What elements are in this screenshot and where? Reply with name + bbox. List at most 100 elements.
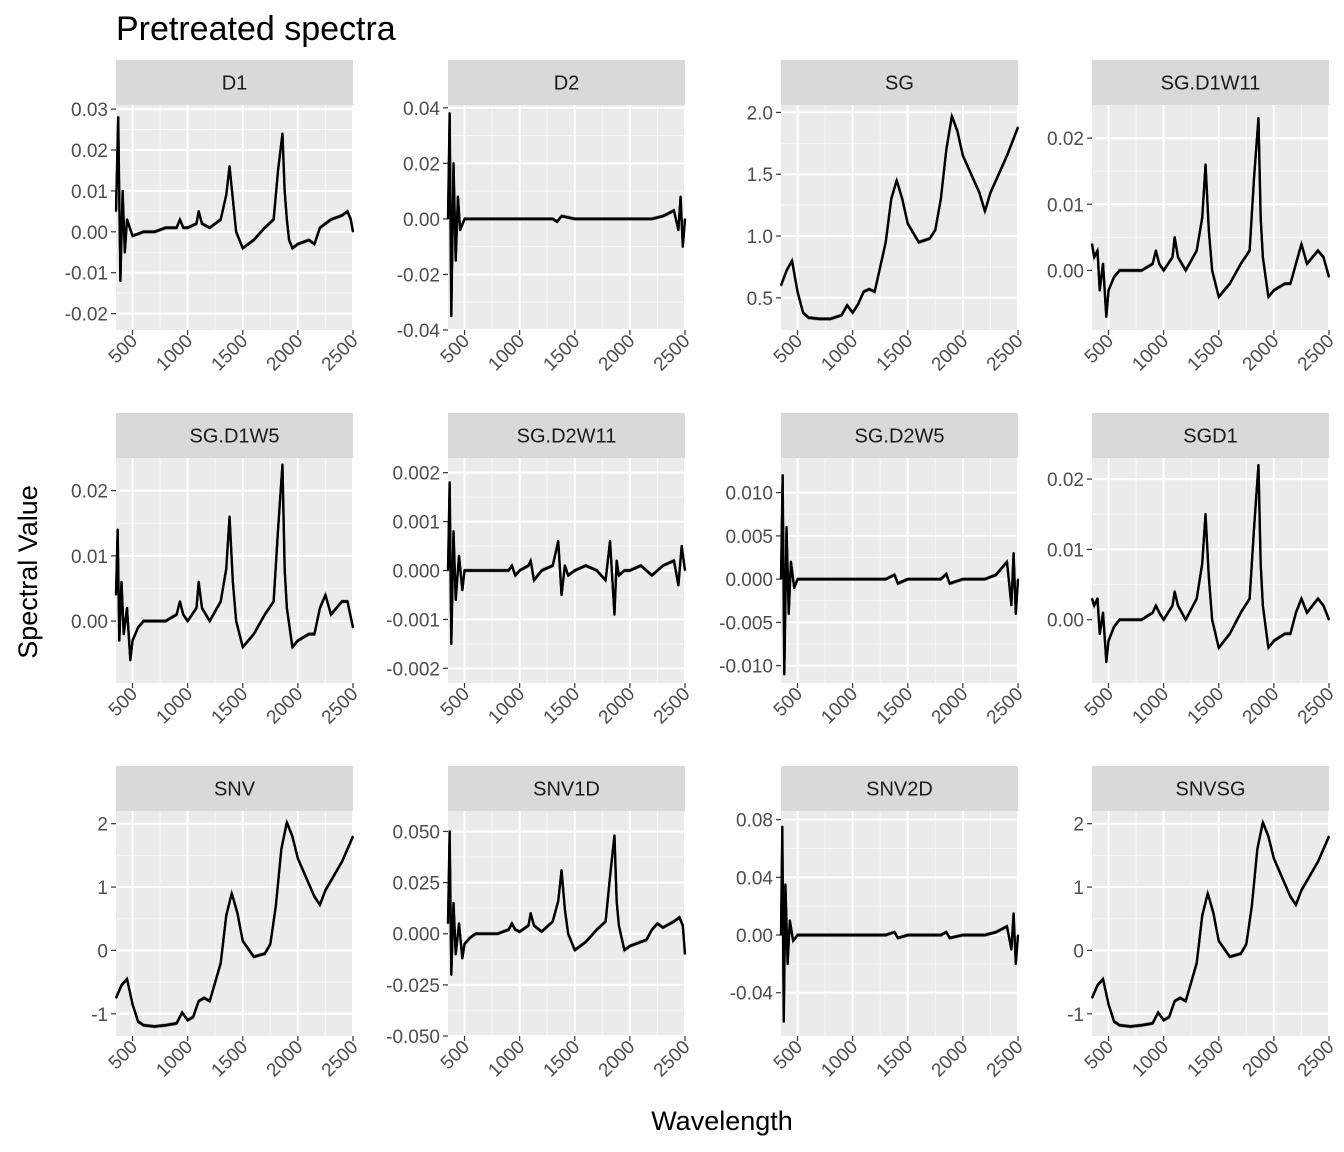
y-tick-label: -1: [91, 1005, 108, 1026]
facet-strip-label: SGD1: [1183, 426, 1237, 448]
y-tick-label: 0.02: [1047, 129, 1084, 150]
series-line: [779, 474, 1020, 676]
series-line: [446, 481, 687, 646]
series-line: [114, 116, 355, 283]
facet-strip-label: SNV1D: [533, 779, 600, 801]
y-tick-label: 0: [97, 941, 108, 962]
panel-background: [781, 105, 1018, 330]
facet-strip: [116, 413, 353, 458]
y-tick-label: 0.00: [71, 612, 108, 633]
facet-strip: [1092, 413, 1329, 458]
y-tick-label: 1: [1073, 878, 1084, 899]
facet-strip: [1092, 60, 1329, 105]
y-tick-label: 0.02: [71, 482, 108, 503]
facet-strip: [116, 766, 353, 811]
y-tick-label: 2: [1073, 815, 1084, 836]
facet-strip: [781, 413, 1018, 458]
y-tick-label: 2: [97, 815, 108, 836]
y-tick-label: 0.02: [403, 154, 440, 175]
y-tick-label: 0.005: [725, 527, 773, 548]
y-tick-label: 0.001: [392, 513, 440, 534]
facet-strip-label: SG.D2W5: [854, 426, 944, 448]
y-tick-label: -0.001: [386, 610, 440, 631]
facet-strip-label: SG.D1W5: [189, 426, 279, 448]
y-tick-label: 0.02: [1047, 470, 1084, 491]
y-tick-label: -0.010: [719, 657, 773, 678]
series-line: [1090, 463, 1331, 664]
y-tick-label: 0.00: [403, 210, 440, 231]
y-tick-label: 0.000: [392, 925, 440, 946]
panel-background: [781, 458, 1018, 683]
y-tick-label: 0.050: [392, 822, 440, 843]
facet-strip: [448, 766, 685, 811]
y-axis-title: Spectral Value: [13, 485, 43, 659]
y-tick-label: 0.000: [725, 570, 773, 591]
y-tick-label: -1: [1067, 1005, 1084, 1026]
facet-strip: [448, 60, 685, 105]
facet-strip: [781, 60, 1018, 105]
panel-background: [1092, 105, 1329, 330]
facet-strip-label: SNV2D: [866, 779, 933, 801]
y-tick-label: 0.025: [392, 874, 440, 895]
y-tick-label: 0.00: [1047, 611, 1084, 632]
y-tick-label: 0.00: [736, 926, 773, 947]
x-axis-title: Wavelength: [651, 1106, 793, 1136]
y-tick-label: -0.025: [386, 976, 440, 997]
y-tick-label: 0.00: [71, 223, 108, 244]
y-tick-label: 1: [97, 878, 108, 899]
y-tick-label: 0.08: [736, 811, 773, 832]
series-line: [1090, 821, 1331, 1028]
y-tick-label: -0.04: [397, 321, 441, 342]
series-line: [779, 825, 1020, 1023]
facet-strip-label: SG.D2W11: [517, 426, 617, 448]
series-line: [114, 463, 355, 662]
y-tick-label: -0.050: [386, 1027, 440, 1048]
y-tick-label: -0.02: [397, 265, 440, 286]
y-tick-label: 0.04: [403, 99, 440, 120]
series-line: [779, 114, 1020, 321]
series-line: [1090, 117, 1331, 318]
facet-strip: [781, 766, 1018, 811]
series-line: [446, 112, 687, 318]
facet-strip-label: SG: [885, 73, 914, 95]
panel-background: [1092, 811, 1329, 1036]
panel-background: [116, 811, 353, 1036]
facet-strip-label: D2: [554, 73, 580, 95]
y-tick-label: 0.01: [1047, 195, 1084, 216]
chart-title: Pretreated spectra: [116, 10, 396, 48]
y-tick-label: 0.000: [392, 562, 440, 583]
y-tick-label: 0.01: [71, 547, 108, 568]
y-tick-label: -0.01: [65, 264, 108, 285]
y-tick-label: 0.01: [1047, 540, 1084, 561]
facet-strip: [116, 60, 353, 105]
y-tick-label: 0.5: [747, 289, 773, 310]
y-tick-label: 0.01: [71, 182, 108, 203]
series-line: [114, 821, 355, 1028]
series-line: [446, 830, 687, 976]
facet-strip-label: SG.D1W11: [1161, 73, 1261, 95]
panel-background: [781, 811, 1018, 1036]
y-tick-label: 0: [1073, 941, 1084, 962]
facet-strip: [1092, 766, 1329, 811]
y-tick-label: 2.0: [747, 103, 773, 124]
y-tick-label: 0.03: [71, 100, 108, 121]
panel-background: [1092, 458, 1329, 683]
y-tick-label: 1.0: [747, 227, 773, 248]
y-tick-label: 0.04: [736, 868, 773, 889]
facet-strip: [448, 413, 685, 458]
y-tick-label: -0.002: [386, 659, 440, 680]
facet-strip-label: SNVSG: [1175, 779, 1245, 801]
y-tick-label: -0.02: [65, 305, 108, 326]
y-tick-label: 0.02: [71, 141, 108, 162]
facet-strip-label: D1: [222, 73, 248, 95]
facet-strip-label: SNV: [214, 779, 256, 801]
